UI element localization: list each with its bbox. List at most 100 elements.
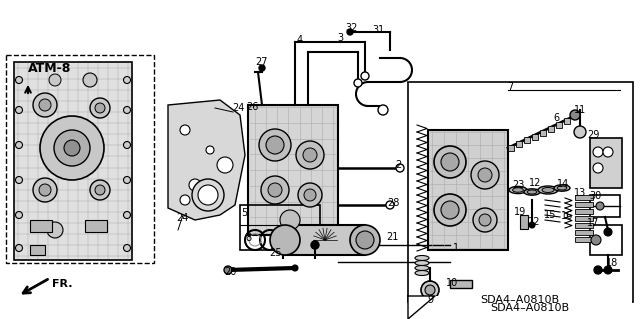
Ellipse shape: [542, 188, 554, 192]
Circle shape: [529, 222, 535, 228]
Bar: [556, 122, 562, 128]
Circle shape: [298, 183, 322, 207]
Bar: [408, 82, 633, 302]
Circle shape: [124, 211, 131, 219]
Circle shape: [434, 146, 466, 178]
Text: 28: 28: [387, 198, 399, 208]
Text: 4: 4: [297, 35, 303, 45]
Circle shape: [441, 201, 459, 219]
Text: 24: 24: [176, 213, 188, 223]
Circle shape: [396, 164, 404, 172]
Circle shape: [311, 241, 319, 249]
Circle shape: [603, 147, 613, 157]
Ellipse shape: [415, 261, 429, 265]
Text: 15: 15: [544, 210, 556, 220]
Text: SDA4–A0810B: SDA4–A0810B: [490, 303, 570, 313]
Bar: [548, 126, 554, 132]
Bar: [590, 195, 620, 217]
Circle shape: [593, 163, 603, 173]
Circle shape: [473, 208, 497, 232]
Text: 2: 2: [395, 160, 401, 170]
Circle shape: [386, 201, 394, 209]
Circle shape: [296, 141, 324, 169]
Bar: [248, 105, 338, 235]
Text: 3: 3: [337, 33, 343, 43]
Bar: [575, 230, 593, 235]
Bar: [520, 215, 528, 229]
Bar: [6, 55, 154, 263]
Text: 24: 24: [232, 103, 244, 113]
Polygon shape: [408, 296, 435, 319]
Circle shape: [347, 29, 353, 35]
Ellipse shape: [509, 186, 527, 194]
Text: 19: 19: [514, 207, 526, 217]
Text: 16: 16: [561, 211, 573, 221]
Circle shape: [49, 74, 61, 86]
Text: 29: 29: [587, 130, 599, 140]
Ellipse shape: [538, 186, 558, 194]
Text: 9: 9: [427, 295, 433, 305]
Circle shape: [15, 77, 22, 84]
Circle shape: [39, 184, 51, 196]
Bar: [524, 137, 530, 144]
Circle shape: [591, 235, 601, 245]
Circle shape: [33, 178, 57, 202]
Circle shape: [434, 194, 466, 226]
Circle shape: [279, 241, 287, 249]
Circle shape: [124, 244, 131, 251]
Bar: [575, 209, 593, 214]
Circle shape: [180, 195, 190, 205]
Text: 8: 8: [245, 233, 251, 243]
Bar: [14, 62, 132, 260]
Bar: [590, 225, 622, 255]
Bar: [85, 220, 107, 232]
Text: 1: 1: [453, 243, 459, 253]
Text: 30: 30: [589, 191, 601, 201]
Circle shape: [594, 266, 602, 274]
Circle shape: [303, 148, 317, 162]
Circle shape: [198, 185, 218, 205]
Circle shape: [15, 176, 22, 183]
Circle shape: [350, 225, 380, 255]
Circle shape: [280, 210, 300, 230]
Circle shape: [83, 73, 97, 87]
Ellipse shape: [513, 188, 524, 192]
Circle shape: [270, 225, 300, 255]
Circle shape: [268, 183, 282, 197]
Ellipse shape: [527, 190, 537, 194]
Text: 6: 6: [553, 113, 559, 123]
Circle shape: [124, 77, 131, 84]
Ellipse shape: [415, 256, 429, 261]
Circle shape: [124, 176, 131, 183]
Circle shape: [54, 130, 90, 166]
Circle shape: [180, 125, 190, 135]
Circle shape: [479, 214, 491, 226]
Circle shape: [15, 244, 22, 251]
Circle shape: [33, 93, 57, 117]
Circle shape: [604, 228, 612, 236]
Circle shape: [570, 110, 580, 120]
Text: 7: 7: [507, 82, 513, 92]
Circle shape: [266, 136, 284, 154]
Text: 25: 25: [269, 248, 281, 258]
Text: 12: 12: [529, 178, 541, 188]
Bar: [540, 130, 546, 136]
Circle shape: [124, 107, 131, 114]
Text: 14: 14: [557, 179, 569, 189]
Bar: [508, 145, 514, 151]
Bar: [30, 220, 52, 232]
Text: 13: 13: [574, 188, 586, 198]
Circle shape: [471, 161, 499, 189]
Bar: [285, 225, 365, 255]
Circle shape: [292, 265, 298, 271]
Circle shape: [189, 179, 201, 191]
Bar: [410, 296, 632, 312]
Bar: [575, 216, 593, 221]
Text: 22: 22: [528, 217, 540, 227]
Bar: [240, 205, 320, 250]
Text: 21: 21: [386, 232, 398, 242]
Circle shape: [90, 180, 110, 200]
Text: 26: 26: [246, 102, 258, 112]
Bar: [575, 237, 593, 242]
Circle shape: [217, 157, 233, 173]
